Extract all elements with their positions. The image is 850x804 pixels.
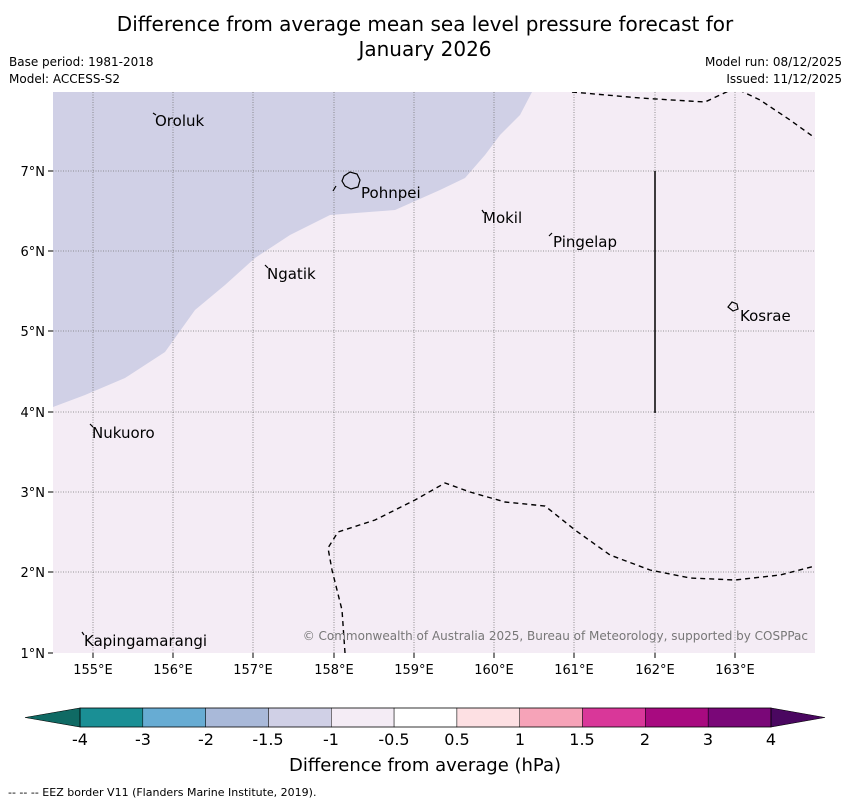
eez-border-south	[327, 482, 815, 653]
nukuoro-mark	[89, 423, 94, 428]
island-label: Ngatik	[267, 265, 316, 283]
island-shapes	[81, 112, 739, 636]
colorbar-tick: -0.5	[378, 730, 409, 749]
copyright-notice: © Commonwealth of Australia 2025, Bureau…	[303, 629, 808, 643]
ngatik-mark	[264, 264, 269, 269]
colorbar-segment	[456, 707, 520, 728]
lon-label: 156°E	[153, 663, 193, 678]
base-period: Base period: 1981-2018	[9, 55, 154, 69]
lon-label: 161°E	[554, 663, 594, 678]
title-line-1: Difference from average mean sea level p…	[116, 12, 734, 36]
colorbar-label: Difference from average (hPa)	[288, 755, 562, 776]
colorbar-tick: -2	[198, 730, 214, 749]
colorbar-segment	[205, 707, 269, 728]
colorbar-segment	[645, 707, 709, 728]
colorbar-extend-low	[24, 707, 81, 728]
colorbar-segment	[142, 707, 206, 728]
island-label: Kosrae	[740, 307, 791, 325]
lat-labels: 7°N 6°N 5°N 4°N 3°N 2°N 1°N	[21, 165, 46, 662]
island-label: Mokil	[483, 209, 522, 227]
lon-label: 157°E	[233, 663, 273, 678]
colorbar-tick: 0.5	[444, 730, 469, 749]
map-title: Difference from average mean sea level p…	[0, 12, 850, 62]
lat-label: 2°N	[21, 566, 46, 581]
colorbar-tick: -4	[72, 730, 88, 749]
colorbar-tick: 4	[766, 730, 776, 749]
lat-label: 3°N	[21, 486, 46, 501]
island-labels: Oroluk Pohnpei Mokil Pingelap Ngatik Kos…	[84, 112, 791, 650]
kapinga-mark	[81, 631, 85, 636]
issued-date: Issued: 11/12/2025	[726, 72, 842, 86]
colorbar-extend-high	[770, 707, 826, 728]
colorbar-segment	[582, 707, 646, 728]
island-label: Kapingamarangi	[84, 632, 207, 650]
colorbar-segments	[79, 707, 772, 728]
colorbar-tick: 3	[703, 730, 713, 749]
colorbar-frame	[79, 707, 772, 728]
pohnpei-island-shape	[341, 171, 361, 190]
lat-label: 5°N	[21, 325, 46, 340]
field-lower	[53, 92, 532, 407]
pingelap-mark	[548, 232, 553, 237]
lat-label: 6°N	[21, 245, 46, 260]
colorbar-tick: 1.5	[569, 730, 594, 749]
colorbar-tick: -1	[323, 730, 339, 749]
eez-borders	[327, 92, 815, 653]
lon-labels: 155°E 156°E 157°E 158°E 159°E 160°E 161°…	[73, 663, 755, 678]
colorbar: -4 -3 -2 -1.5 -1 -0.5 0.5 1 1.5 2 3 4	[24, 707, 826, 749]
island-label: Oroluk	[155, 112, 204, 130]
colorbar-tick: -1.5	[252, 730, 283, 749]
title-line-2: January 2026	[358, 37, 492, 61]
colorbar-tick: -3	[135, 730, 151, 749]
colorbar-segment	[331, 707, 395, 728]
pohnpei-reef-mark	[332, 185, 337, 192]
colorbar-segment	[519, 707, 583, 728]
grid	[53, 92, 815, 653]
lon-label: 162°E	[635, 663, 675, 678]
model-name: Model: ACCESS-S2	[9, 72, 121, 86]
eez-footnote: -- -- -- EEZ border V11 (Flanders Marine…	[8, 786, 317, 799]
oroluk-mark	[152, 112, 157, 116]
lon-label: 163°E	[715, 663, 755, 678]
kosrae-island-shape	[727, 301, 739, 312]
lon-label: 159°E	[394, 663, 434, 678]
axis-ticks	[48, 170, 736, 658]
meta-right: Model run: 08/12/2025 Issued: 11/12/2025	[705, 54, 842, 88]
map-panel: Oroluk Pohnpei Mokil Pingelap Ngatik Kos…	[21, 92, 815, 678]
lon-label: 160°E	[474, 663, 514, 678]
lat-label: 7°N	[21, 165, 46, 180]
lon-label: 158°E	[314, 663, 354, 678]
island-label: Pingelap	[553, 233, 617, 251]
island-label: Nukuoro	[92, 424, 155, 442]
colorbar-segment	[79, 707, 144, 728]
lat-label: 4°N	[21, 406, 46, 421]
colorbar-ticks: -4 -3 -2 -1.5 -1 -0.5 0.5 1 1.5 2 3 4	[72, 730, 776, 749]
colorbar-segment	[268, 707, 332, 728]
lon-label: 155°E	[73, 663, 113, 678]
colorbar-segment	[707, 707, 772, 728]
mokil-mark	[481, 209, 485, 214]
colorbar-segment	[393, 707, 458, 728]
model-run: Model run: 08/12/2025	[704, 55, 842, 69]
meta-left: Base period: 1981-2018 Model: ACCESS-S2	[9, 54, 154, 88]
island-label: Pohnpei	[361, 184, 421, 202]
colorbar-tick: 1	[515, 730, 525, 749]
colorbar-tick: 2	[640, 730, 650, 749]
lat-label: 1°N	[21, 647, 46, 662]
